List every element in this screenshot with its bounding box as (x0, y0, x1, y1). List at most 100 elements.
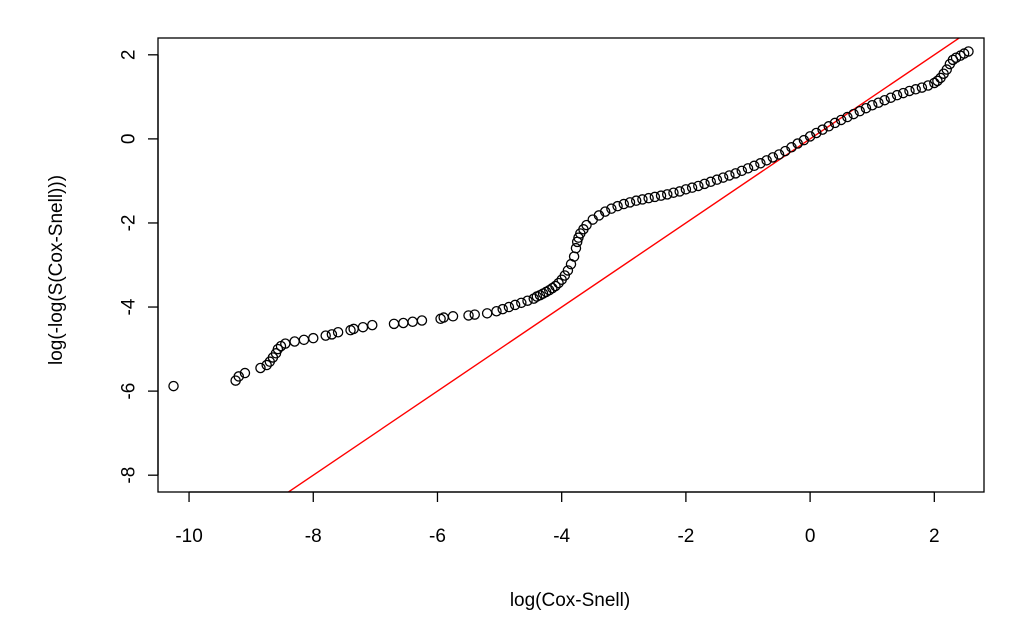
x-tick-label: -10 (175, 526, 202, 547)
x-tick-label: -6 (429, 526, 446, 547)
data-point (348, 323, 359, 335)
data-point (662, 189, 673, 200)
data-point (748, 160, 760, 172)
data-point (693, 180, 704, 192)
data-point (699, 178, 710, 190)
data-point (357, 321, 369, 333)
data-point (730, 168, 741, 179)
data-point (516, 297, 527, 309)
data-point (581, 219, 592, 231)
data-point (599, 206, 611, 217)
data-point (668, 187, 679, 198)
data-point (568, 251, 580, 262)
data-point (674, 186, 685, 197)
data-point (398, 317, 409, 329)
data-point (618, 198, 630, 210)
data-point (388, 318, 400, 330)
data-point (686, 182, 698, 193)
data-point (289, 336, 300, 347)
reference-line (287, 38, 961, 492)
x-tick-label: -8 (305, 526, 322, 547)
data-point (320, 330, 331, 341)
data-point (736, 165, 748, 177)
y-axis-label: log(-log(S(Cox-Snell))) (46, 175, 67, 365)
x-tick-label: 2 (929, 526, 940, 547)
data-point (637, 194, 648, 205)
data-point (509, 299, 521, 311)
data-point (308, 332, 319, 344)
data-point (606, 203, 617, 214)
y-tick-label: -2 (119, 215, 140, 232)
data-point (724, 170, 735, 181)
data-point (898, 87, 909, 99)
data-point (773, 149, 785, 160)
data-point (261, 359, 272, 371)
plot-area (168, 38, 974, 492)
data-point (550, 280, 561, 292)
data-point (547, 282, 558, 294)
data-point (755, 158, 766, 169)
data-point (168, 380, 179, 392)
data-point (873, 97, 884, 108)
data-point (705, 176, 716, 188)
axes: -10 -8 -6 -4 -2 0 2 -8 -6 -4 -2 0 2 (119, 37, 985, 547)
data-point (481, 308, 493, 319)
data-point (612, 200, 623, 212)
data-point (963, 46, 974, 57)
data-point (553, 277, 564, 289)
data-point (860, 102, 872, 114)
data-point (904, 85, 915, 97)
y-tick-label: -8 (119, 467, 140, 484)
data-point (717, 172, 729, 183)
data-point (835, 114, 847, 126)
data-point (916, 82, 928, 93)
data-point (528, 293, 539, 304)
data-point (332, 327, 344, 338)
data-point (848, 108, 859, 120)
data-point (885, 92, 897, 103)
data-point (842, 111, 853, 123)
data-point (407, 316, 418, 327)
data-point (643, 192, 654, 204)
x-tick-label: -2 (677, 526, 694, 547)
data-point (680, 184, 692, 195)
data-point (630, 195, 642, 206)
data-point (562, 265, 574, 276)
data-point (910, 84, 921, 95)
y-tick-label: 0 (119, 134, 140, 145)
data-point (823, 121, 834, 132)
data-point (239, 367, 251, 379)
y-tick-label: -4 (119, 298, 140, 315)
data-point (866, 100, 878, 111)
data-point (298, 334, 310, 346)
data-point (463, 310, 474, 321)
data-point (491, 305, 502, 317)
data-point (272, 343, 284, 355)
data-point (570, 242, 582, 254)
data-point (932, 75, 943, 87)
data-point (761, 155, 772, 166)
data-point (792, 138, 803, 149)
data-point (811, 127, 822, 139)
data-point (326, 329, 338, 340)
data-point (416, 315, 428, 326)
data-point (255, 362, 266, 374)
x-tick-label: 0 (805, 526, 816, 547)
data-point (854, 105, 866, 117)
data-point (469, 309, 480, 320)
data-point (447, 311, 459, 322)
data-point (649, 191, 661, 203)
data-point (891, 89, 903, 101)
data-point (767, 152, 779, 163)
data-point (929, 77, 940, 89)
x-axis-label: log(Cox-Snell) (510, 590, 630, 611)
data-point (829, 117, 841, 129)
x-tick-label: -4 (553, 526, 570, 547)
data-point (817, 124, 828, 135)
data-point (522, 295, 533, 306)
data-point (367, 319, 378, 331)
data-point (742, 163, 754, 174)
data-point (503, 301, 515, 313)
data-point (804, 131, 816, 142)
